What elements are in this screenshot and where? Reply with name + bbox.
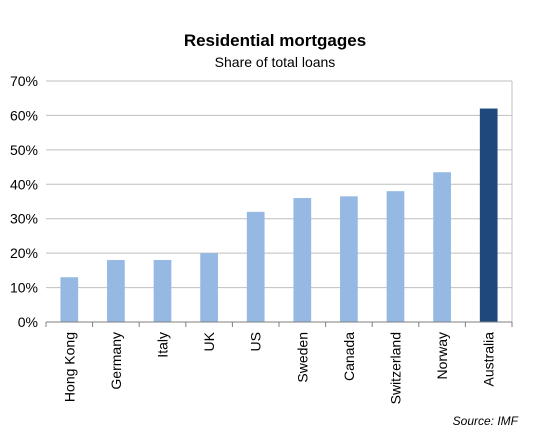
- y-tick-label: 60%: [10, 107, 38, 123]
- source-note: Source: IMF: [453, 414, 519, 428]
- chart-title: Residential mortgages: [184, 31, 366, 50]
- bar-italy: [153, 260, 172, 322]
- bar-australia: [479, 108, 498, 323]
- y-tick-label: 40%: [10, 176, 38, 192]
- y-tick-label: 10%: [10, 280, 38, 296]
- bar-canada: [340, 196, 358, 322]
- bar-norway: [433, 172, 451, 322]
- x-tick-label: Germany: [108, 332, 124, 390]
- y-tick-label: 20%: [10, 245, 38, 261]
- x-tick-label: UK: [201, 331, 217, 351]
- y-tick-label: 70%: [10, 73, 38, 89]
- x-tick-label: Canada: [341, 332, 357, 381]
- bar-hong-kong: [60, 277, 79, 322]
- x-tick-label: US: [248, 332, 264, 351]
- bar-sweden: [293, 198, 312, 322]
- gridlines: [46, 80, 513, 322]
- y-tick-label: 0%: [18, 314, 38, 330]
- x-tick-label: Switzerland: [388, 332, 404, 404]
- chart-subtitle: Share of total loans: [215, 54, 336, 70]
- bar-germany: [107, 260, 125, 322]
- bar-us: [246, 211, 265, 322]
- x-tick-label: Australia: [481, 332, 497, 387]
- x-tick-label: Norway: [434, 332, 450, 379]
- y-tick-label: 30%: [10, 211, 38, 227]
- y-tick-label: 50%: [10, 142, 38, 158]
- bars: [60, 108, 498, 323]
- x-tick-label: Hong Kong: [61, 332, 77, 402]
- bar-uk: [200, 253, 218, 322]
- y-axis-ticks: 0% 10% 20% 30% 40% 50% 60% 70%: [10, 73, 38, 330]
- x-tick-label: Italy: [155, 332, 171, 358]
- x-tick-label: Sweden: [294, 332, 310, 383]
- x-axis-ticks: Hong Kong Germany Italy UK US Sweden Canada Swi…: [45, 322, 513, 404]
- bar-switzerland: [386, 191, 405, 322]
